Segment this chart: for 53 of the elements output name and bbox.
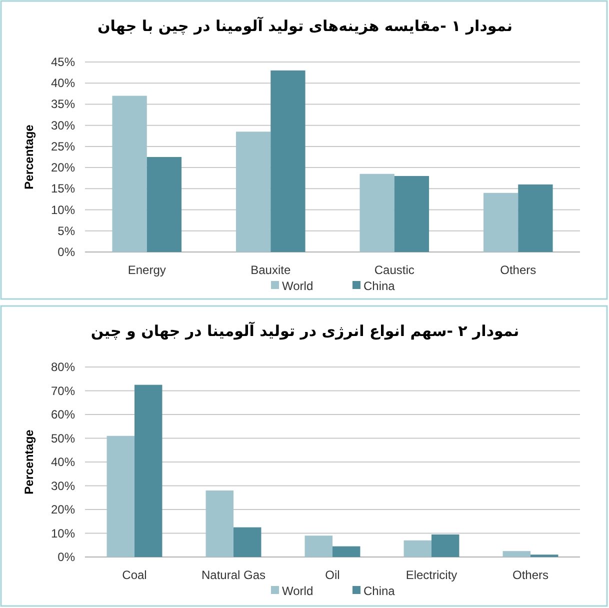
x-tick-label: Electricity: [406, 568, 458, 582]
x-tick-label: Others: [500, 263, 536, 277]
chart-title: نمودار ۱ -مقایسه هزینه‌های تولید آلومینا در چین با جهان: [97, 16, 513, 35]
bar: [270, 70, 306, 252]
y-tick-label: 35%: [50, 97, 76, 112]
x-tick-label: Coal: [122, 568, 147, 582]
y-tick-label: 30%: [50, 118, 76, 132]
bar: [112, 96, 147, 252]
y-tick-label: 25%: [50, 139, 76, 154]
x-tick-label: Caustic: [374, 263, 414, 277]
bar: [394, 176, 430, 252]
y-axis-title: Percentage: [22, 429, 36, 494]
bar: [432, 534, 460, 557]
bar: [146, 157, 182, 252]
x-tick-label: Bauxite: [250, 263, 291, 277]
y-tick-label: 20%: [50, 160, 76, 175]
y-tick-label: 50%: [50, 431, 76, 446]
y-tick-label: 0%: [58, 550, 76, 564]
bar: [360, 174, 394, 252]
bar: [106, 436, 134, 557]
bar: [518, 184, 553, 252]
x-tick-label: Energy: [128, 263, 166, 277]
y-tick-label: 45%: [50, 55, 76, 69]
chart-title: نمودار ۲ -سهم انواع انرژی در تولید آلومینا در جهان و چین: [90, 321, 520, 340]
y-tick-label: 40%: [50, 455, 76, 469]
y-axis-title: Percentage: [22, 124, 36, 190]
bar: [236, 132, 271, 252]
bar: [483, 192, 518, 252]
y-tick-label: 10%: [50, 202, 76, 217]
y-tick-label: 80%: [50, 360, 76, 374]
y-tick-label: 0%: [58, 245, 76, 259]
y-tick-label: 20%: [50, 502, 76, 516]
x-tick-label: Oil: [325, 568, 340, 582]
bar: [134, 384, 162, 557]
x-tick-label: Natural Gas: [201, 568, 266, 582]
y-tick-label: 70%: [50, 384, 76, 398]
y-tick-label: 60%: [50, 408, 76, 422]
legend-label: World: [282, 584, 314, 598]
bar: [332, 546, 360, 557]
x-tick-label: Others: [512, 568, 549, 582]
y-tick-label: 40%: [50, 76, 76, 90]
y-tick-label: 15%: [50, 182, 76, 196]
bar: [234, 527, 262, 557]
bar: [502, 551, 530, 557]
y-tick-label: 10%: [50, 526, 76, 540]
legend-label: China: [364, 584, 396, 598]
y-tick-label: 30%: [50, 478, 76, 493]
bar: [404, 540, 432, 557]
y-tick-label: 5%: [58, 224, 76, 238]
legend-label: China: [364, 279, 396, 293]
bar: [206, 490, 234, 557]
bar: [304, 536, 332, 557]
legend-label: World: [282, 279, 314, 293]
